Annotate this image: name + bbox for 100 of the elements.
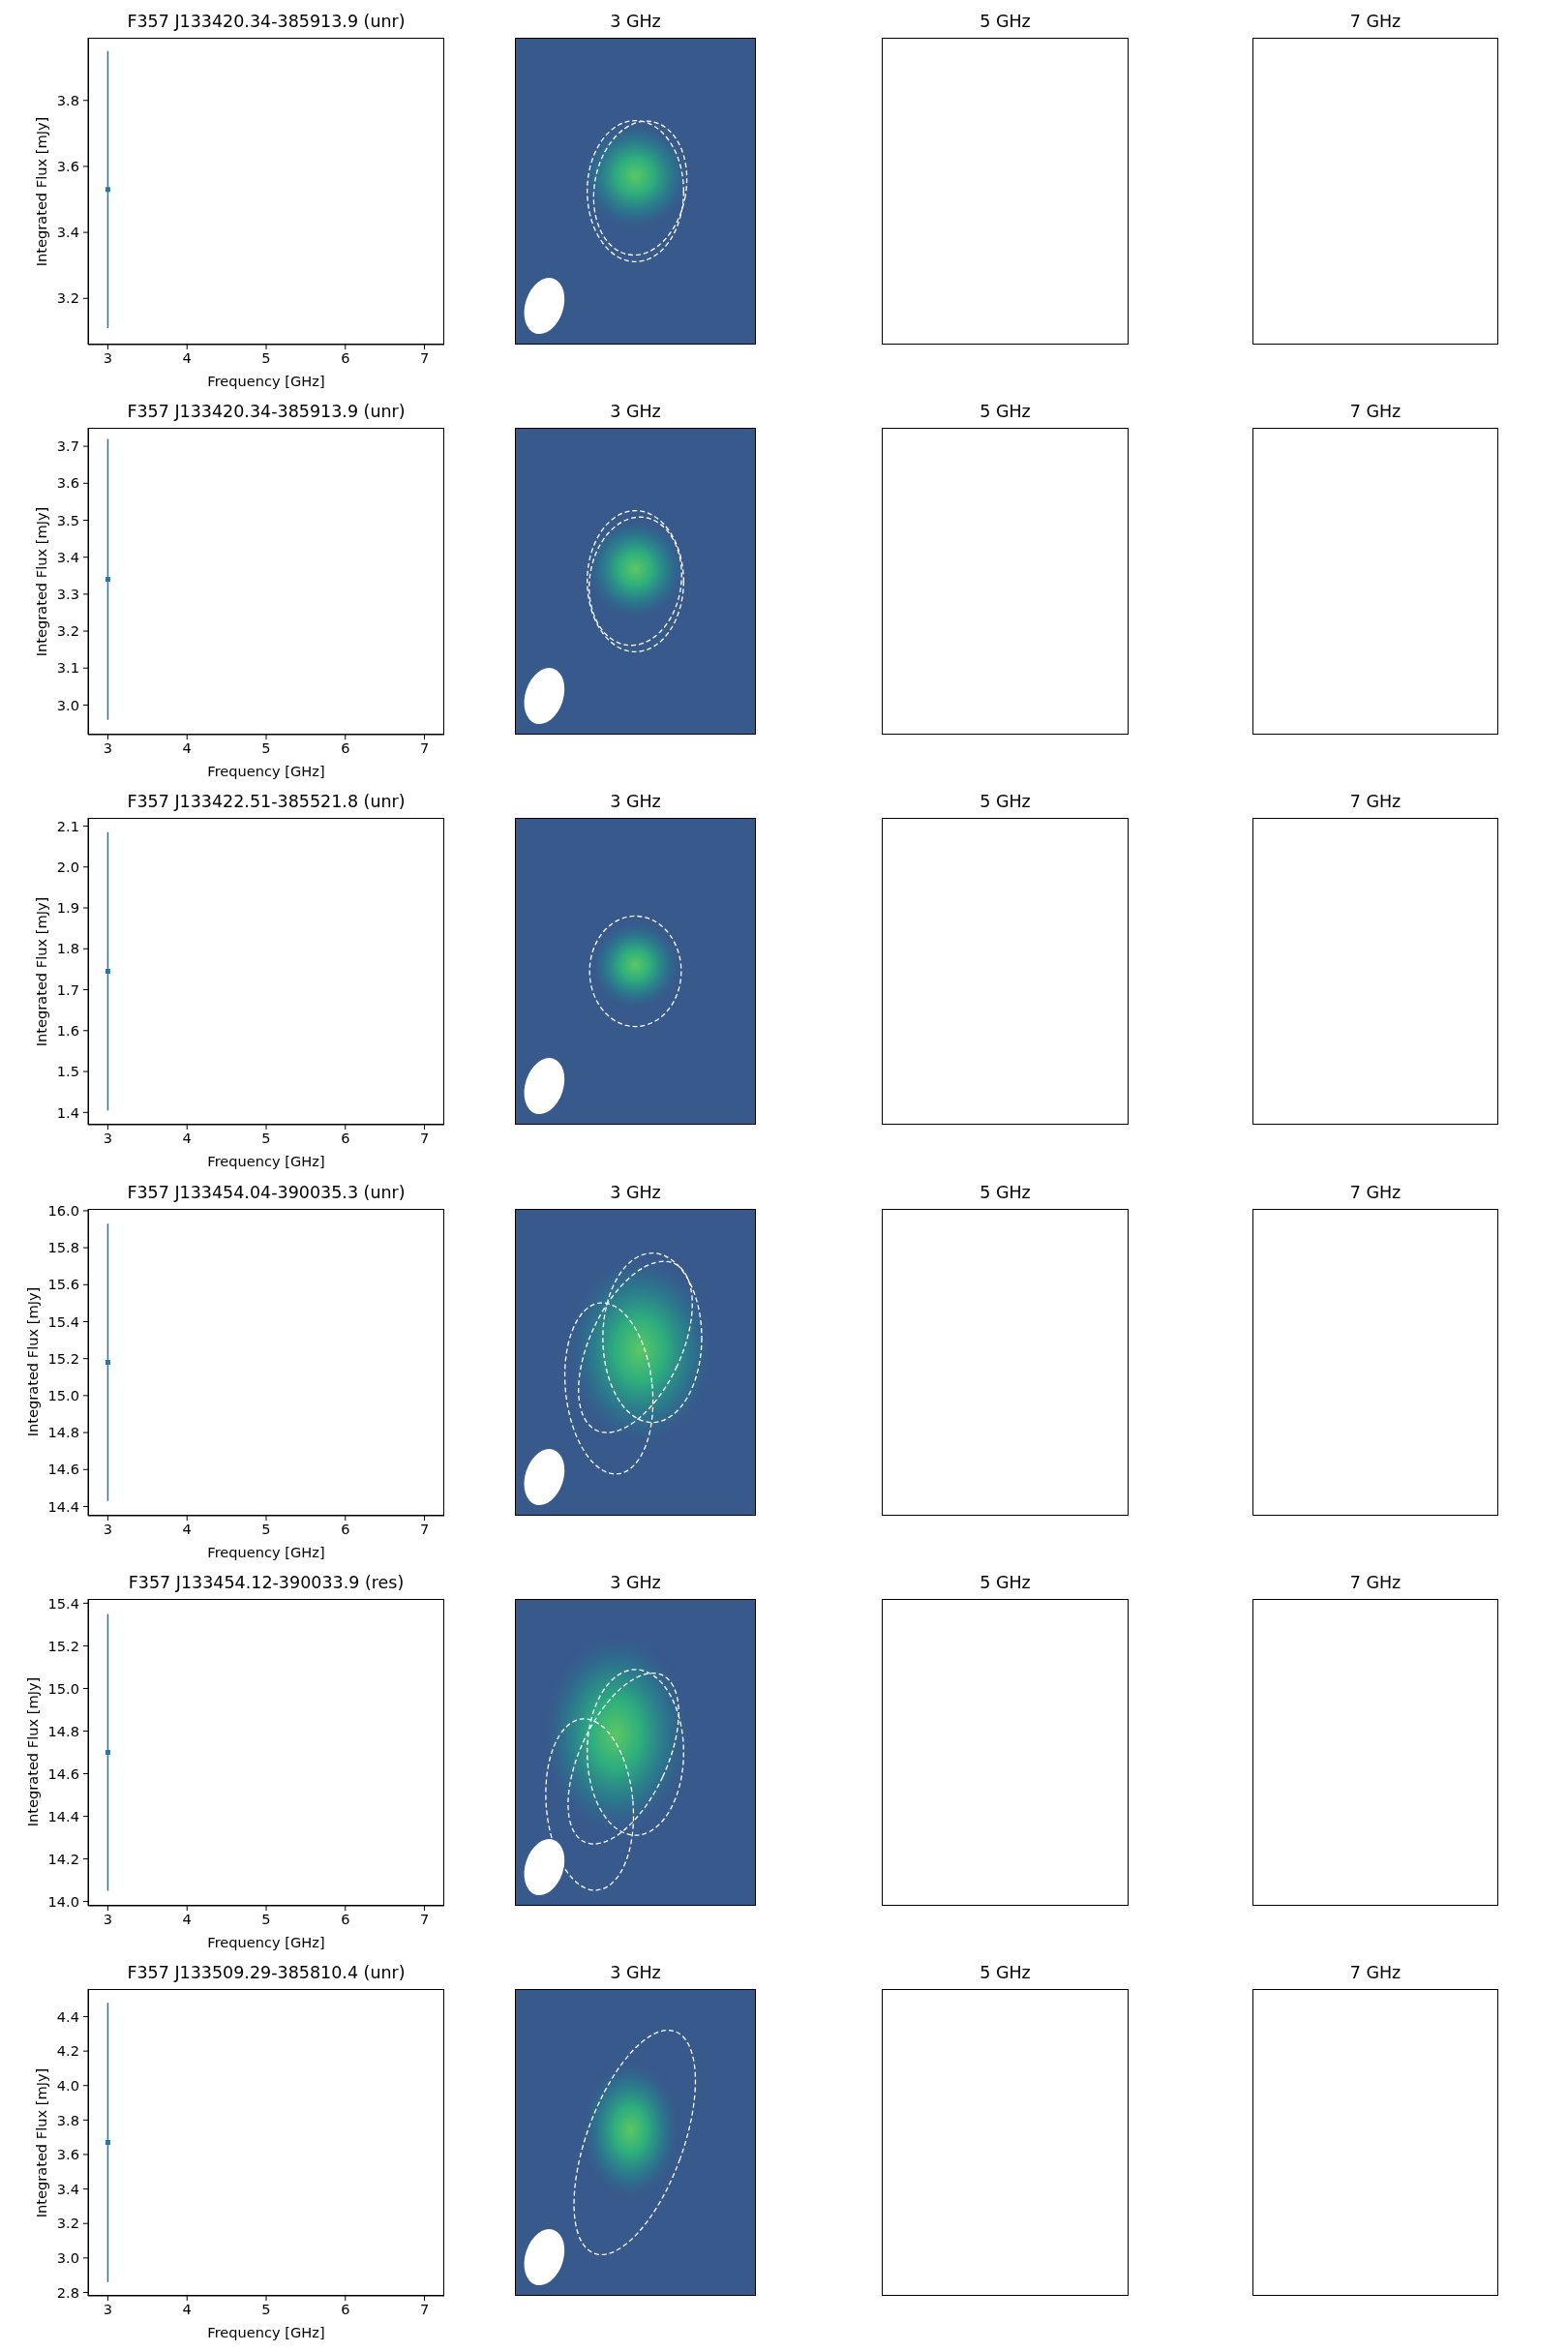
y-tick-label: 15.8 — [47, 1238, 79, 1255]
y-tick-label: 3.6 — [56, 2146, 79, 2163]
chart-title: F357 J133454.12-390033.9 (res) — [128, 1572, 405, 1592]
y-tick-label: 14.6 — [47, 1764, 79, 1782]
x-tick-label: 4 — [182, 1130, 192, 1147]
x-tick-label: 3 — [103, 2301, 113, 2318]
y-tick-label: 3.8 — [56, 2111, 79, 2128]
text: 5 GHz — [980, 1963, 1031, 1982]
y-tick-label: 3.1 — [56, 659, 79, 677]
y-tick-label: 14.4 — [47, 1497, 79, 1515]
y-tick-label: 3.0 — [56, 2249, 79, 2266]
x-tick-label: 4 — [182, 1911, 192, 1928]
y-axis-title: Integrated Flux [mJy] — [23, 1677, 42, 1827]
x-tick-label: 4 — [182, 1520, 192, 1537]
y-tick-label: 3.2 — [56, 622, 79, 640]
x-axis-title: Frequency [GHz] — [207, 1153, 325, 1171]
y-axis-title: Integrated Flux [mJy] — [32, 2067, 50, 2217]
text: 5 GHz — [980, 12, 1031, 31]
y-tick-label: 2.1 — [56, 818, 79, 835]
y-tick-label: 3.2 — [56, 2215, 79, 2232]
y-tick-label: 1.7 — [56, 981, 79, 999]
y-tick-label: 14.8 — [47, 1722, 79, 1739]
x-tick-label: 6 — [341, 1911, 350, 1928]
x-tick-label: 6 — [341, 1130, 350, 1147]
x-tick-label: 7 — [419, 1130, 430, 1147]
chart-title: F357 J133509.29-385810.4 (unr) — [127, 1963, 406, 1982]
y-tick-label: 1.4 — [56, 1103, 79, 1121]
x-tick-label: 3 — [103, 1520, 113, 1537]
y-tick-label: 14.4 — [47, 1807, 79, 1824]
x-tick-label: 3 — [103, 739, 113, 757]
text: 7 GHz — [1349, 402, 1402, 422]
x-tick-label: 6 — [341, 739, 350, 757]
x-tick-label: 5 — [261, 1130, 271, 1147]
x-tick-label: 6 — [341, 2301, 350, 2318]
y-tick-label: 16.0 — [47, 1201, 79, 1219]
chart-title: F357 J133422.51-385521.8 (unr) — [127, 792, 406, 812]
text: 5 GHz — [980, 402, 1031, 422]
y-tick-label: 1.9 — [56, 899, 79, 917]
text: 7 GHz — [1349, 1963, 1402, 1982]
x-axis-title: Frequency [GHz] — [207, 1933, 325, 1951]
text: 7 GHz — [1349, 12, 1402, 31]
y-tick-label: 4.0 — [56, 2076, 79, 2094]
y-tick-label: 14.6 — [47, 1461, 79, 1478]
y-axis-title: Integrated Flux [mJy] — [23, 1286, 42, 1437]
x-tick-label: 7 — [419, 2301, 430, 2318]
text: 5 GHz — [980, 1182, 1031, 1202]
text: 5 GHz — [980, 1572, 1031, 1592]
y-axis-title: Integrated Flux [mJy] — [32, 896, 50, 1047]
y-tick-label: 14.8 — [47, 1423, 79, 1440]
y-tick-label: 1.6 — [56, 1022, 79, 1040]
y-tick-label: 3.5 — [56, 511, 79, 528]
x-tick-label: 5 — [261, 1520, 271, 1537]
text: 3 GHz — [610, 402, 661, 422]
y-axis-title: Integrated Flux [mJy] — [32, 506, 50, 656]
y-tick-label: 14.0 — [47, 1892, 79, 1910]
x-tick-label: 7 — [419, 1911, 430, 1928]
y-tick-label: 3.3 — [56, 586, 79, 603]
y-tick-label: 15.2 — [47, 1349, 79, 1367]
y-tick-label: 3.0 — [56, 696, 79, 713]
x-tick-label: 7 — [419, 349, 430, 367]
x-axis-title: Frequency [GHz] — [207, 2324, 325, 2341]
text: 3 GHz — [610, 1572, 661, 1592]
x-tick-label: 6 — [341, 1520, 350, 1537]
y-tick-label: 15.4 — [47, 1312, 79, 1330]
x-tick-label: 7 — [419, 739, 430, 757]
x-tick-label: 4 — [182, 739, 192, 757]
y-tick-label: 1.5 — [56, 1063, 79, 1080]
y-tick-label: 15.2 — [47, 1637, 79, 1654]
x-axis-title: Frequency [GHz] — [207, 1543, 325, 1561]
x-tick-label: 5 — [261, 739, 271, 757]
x-axis-title: Frequency [GHz] — [207, 763, 325, 781]
x-tick-label: 5 — [261, 2301, 271, 2318]
text: 7 GHz — [1349, 792, 1402, 812]
text: 3 GHz — [610, 792, 661, 812]
y-tick-label: 4.4 — [56, 2007, 79, 2025]
y-tick-label: 15.0 — [47, 1679, 79, 1697]
y-tick-label: 2.8 — [56, 2283, 79, 2301]
y-tick-label: 1.8 — [56, 940, 79, 957]
x-tick-label: 7 — [419, 1520, 430, 1537]
y-tick-label: 4.2 — [56, 2042, 79, 2060]
text: 3 GHz — [610, 1963, 661, 1982]
text: 7 GHz — [1349, 1182, 1402, 1202]
chart-title: F357 J133420.34-385913.9 (unr) — [127, 402, 406, 422]
y-tick-label: 3.4 — [56, 2180, 79, 2197]
x-tick-label: 3 — [103, 1911, 113, 1928]
y-tick-label: 3.4 — [56, 549, 79, 566]
y-tick-label: 15.4 — [47, 1594, 79, 1612]
y-tick-label: 3.6 — [56, 474, 79, 492]
text: 3 GHz — [610, 12, 661, 31]
text: 3 GHz — [610, 1182, 661, 1202]
y-tick-label: 15.6 — [47, 1276, 79, 1293]
y-tick-label: 14.2 — [47, 1850, 79, 1867]
chart-title: F357 J133454.04-390035.3 (unr) — [127, 1182, 406, 1202]
y-tick-label: 2.0 — [56, 859, 79, 876]
x-tick-label: 4 — [182, 2301, 192, 2318]
x-tick-label: 5 — [261, 1911, 271, 1928]
text: 7 GHz — [1349, 1572, 1402, 1592]
x-tick-label: 3 — [103, 1130, 113, 1147]
y-tick-label: 3.7 — [56, 437, 79, 455]
text: 5 GHz — [980, 792, 1031, 812]
